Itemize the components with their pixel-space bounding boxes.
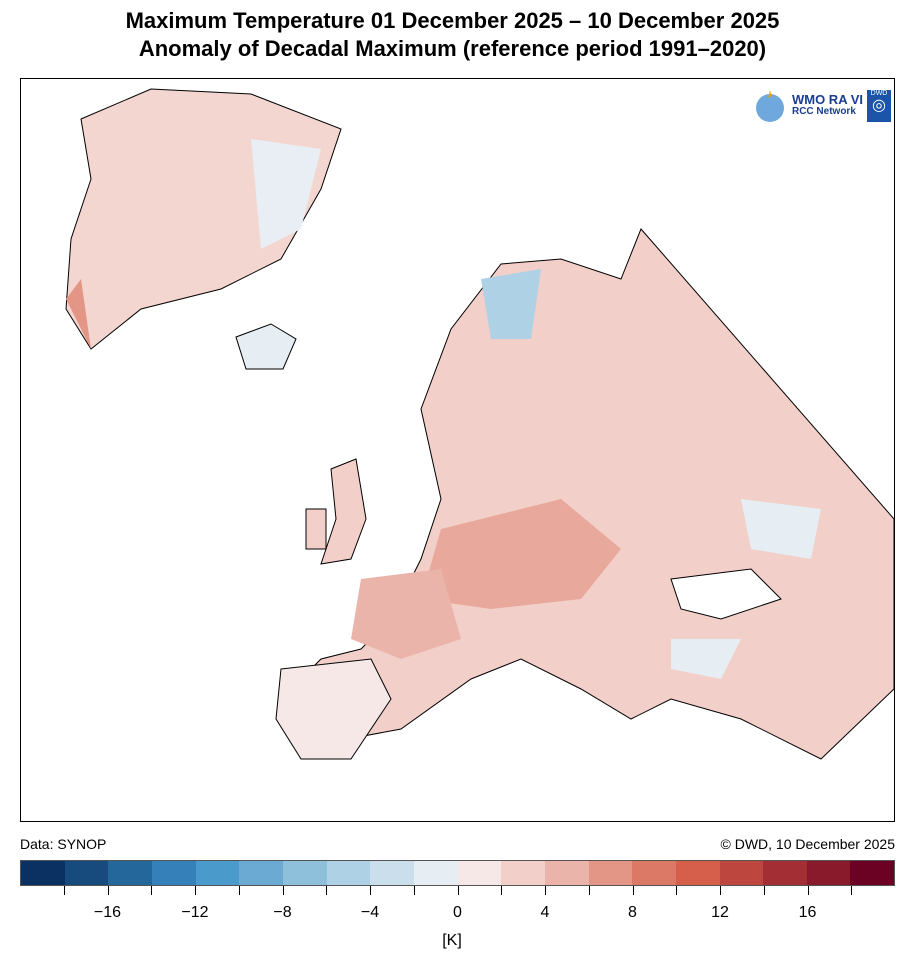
colorbar-bin (282, 861, 327, 885)
colorbar-tick (370, 886, 371, 895)
colorbar-bin (719, 861, 764, 885)
colorbar-bin (195, 861, 240, 885)
colorbar-tick (195, 886, 196, 895)
colorbar-bin (239, 861, 283, 885)
colorbar-tick-label: 12 (711, 904, 729, 921)
colorbar-bin (632, 861, 676, 885)
colorbar-bin (675, 861, 720, 885)
anomaly-map (20, 78, 895, 822)
colorbar-bin (763, 861, 807, 885)
colorbar-tick (720, 886, 721, 895)
black-sea (670, 568, 782, 620)
colorbar-tick (63, 886, 65, 895)
colorbar-tick (851, 886, 853, 895)
colorbar-tick (676, 886, 678, 895)
ireland (305, 508, 327, 550)
colorbar-tick-label: −16 (93, 904, 122, 921)
colorbar-tick (457, 886, 459, 895)
colorbar-bin (806, 861, 851, 885)
logo-text-1: WMO RA VI (791, 92, 863, 107)
colorbar-tick (282, 886, 284, 895)
map-svg (65, 88, 895, 760)
copyright: © DWD, 10 December 2025 (720, 836, 896, 852)
colorbar-tick (632, 886, 634, 895)
colorbar-tick (238, 886, 240, 895)
colorbar-tick-label: 0 (453, 904, 462, 921)
colorbar-tick-label: 8 (628, 904, 637, 921)
colorbar-tick (326, 886, 328, 895)
colorbar-bin (21, 861, 65, 885)
colorbar-tick-label: 16 (798, 904, 817, 921)
colorbar-tick-label: −12 (181, 904, 209, 921)
title-line-1: Maximum Temperature 01 December 2025 – 1… (125, 8, 780, 33)
colorbar-bin (64, 861, 109, 885)
dwd-badge: DWD ◎ (867, 90, 891, 122)
colorbar-tick (545, 886, 546, 895)
wmo-rcc-logo: WMO RA VI RCC Network DWD ◎ (752, 88, 891, 124)
colorbar-tick (151, 886, 153, 895)
colorbar-tick (588, 886, 590, 895)
iceland (235, 323, 297, 370)
colorbar-bin (151, 861, 196, 885)
colorbar-bin (413, 861, 458, 885)
colorbar-tick (501, 886, 503, 895)
data-source: Data: SYNOP (20, 836, 107, 852)
title-line-2: Anomaly of Decadal Maximum (reference pe… (138, 36, 767, 61)
logo-text-2: RCC Network (791, 106, 856, 117)
colorbar-tick (807, 886, 809, 895)
colorbar-tick (413, 886, 415, 895)
colorbar-bin (588, 861, 633, 885)
colorbar-tick (763, 886, 765, 895)
colorbar (20, 860, 895, 886)
colorbar-tick (107, 886, 109, 895)
colorbar-bin (457, 861, 502, 885)
colorbar-tick-label: 4 (540, 904, 550, 921)
wmo-emblem-icon (755, 90, 784, 122)
colorbar-unit: [K] (442, 932, 462, 949)
colorbar-bin (850, 861, 895, 885)
colorbar-bin (326, 861, 371, 885)
dwd-spiral-icon: ◎ (872, 97, 886, 114)
colorbar-tick-label: −8 (273, 904, 292, 921)
great-britain (320, 458, 367, 565)
colorbar-bin (544, 861, 589, 885)
colorbar-bin (501, 861, 545, 885)
iberia (275, 658, 392, 760)
dwd-badge-text: DWD (870, 90, 888, 97)
colorbar-tick-label: −4 (360, 904, 380, 921)
colorbar-bin (370, 861, 414, 885)
colorbar-bin (108, 861, 152, 885)
